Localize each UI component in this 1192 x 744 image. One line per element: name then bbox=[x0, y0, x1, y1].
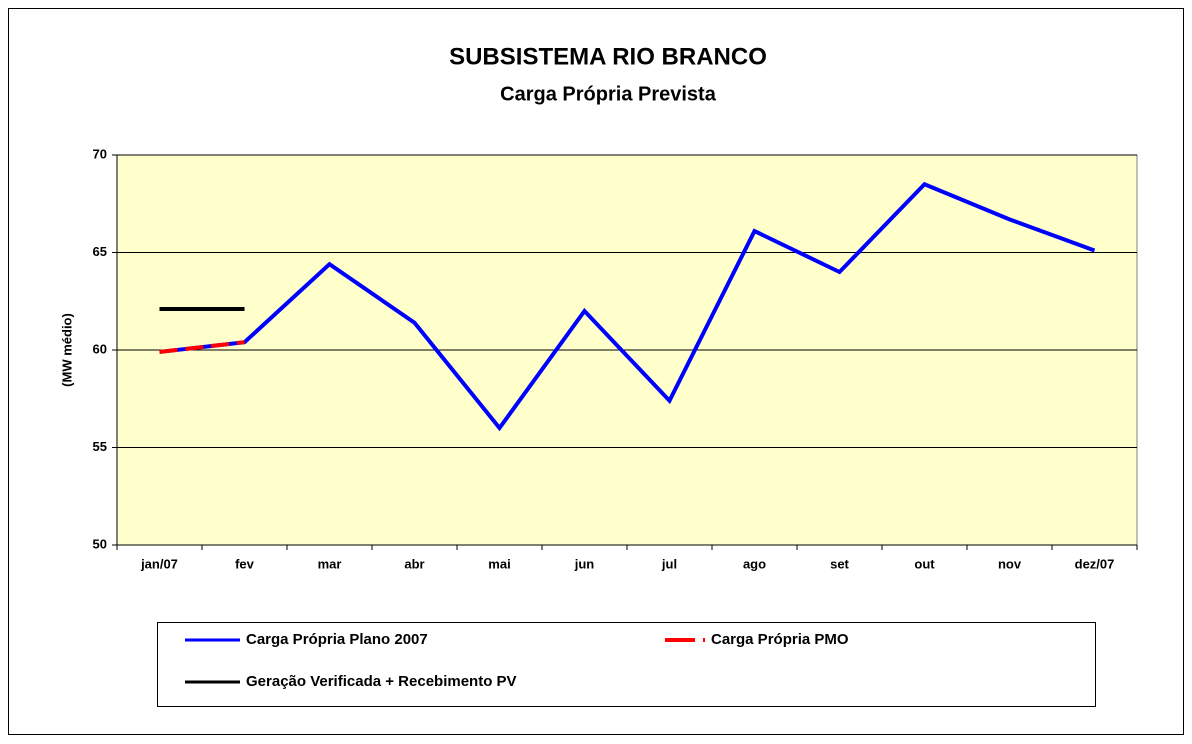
series-line bbox=[159, 340, 245, 354]
x-tick-label: fev bbox=[235, 556, 255, 571]
x-tick-label: abr bbox=[404, 556, 424, 571]
x-tick-label: jul bbox=[661, 556, 677, 571]
x-tick-label: dez/07 bbox=[1075, 556, 1115, 571]
y-axis-label: (MW médio) bbox=[59, 313, 74, 387]
legend-label: Carga Própria PMO bbox=[711, 631, 849, 648]
y-tick-label: 65 bbox=[93, 244, 107, 259]
legend-box bbox=[157, 622, 1096, 707]
y-tick-label: 70 bbox=[93, 146, 107, 161]
x-tick-label: mar bbox=[318, 556, 342, 571]
chart-subtitle: Carga Própria Prevista bbox=[500, 83, 717, 105]
x-tick-label: nov bbox=[998, 556, 1022, 571]
y-tick-label: 60 bbox=[93, 341, 107, 356]
x-tick-label: out bbox=[914, 556, 935, 571]
x-tick-label: set bbox=[830, 556, 849, 571]
x-tick-label: jun bbox=[574, 556, 595, 571]
y-tick-label: 55 bbox=[93, 439, 107, 454]
legend-label: Geração Verificada + Recebimento PV bbox=[246, 673, 517, 690]
chart-title: SUBSISTEMA RIO BRANCO bbox=[449, 43, 767, 70]
series-line bbox=[159, 181, 1096, 432]
x-tick-label: mai bbox=[488, 556, 510, 571]
x-tick-label: ago bbox=[743, 556, 766, 571]
x-tick-label: jan/07 bbox=[140, 556, 178, 571]
legend-label: Carga Própria Plano 2007 bbox=[246, 631, 428, 648]
y-tick-label: 50 bbox=[93, 536, 107, 551]
